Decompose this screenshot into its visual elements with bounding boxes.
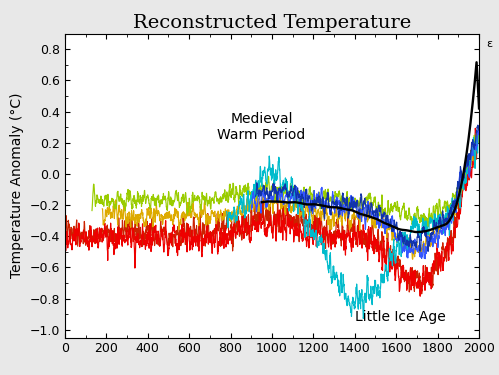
Y-axis label: Temperature Anomaly (°C): Temperature Anomaly (°C) (10, 93, 24, 278)
Text: ε: ε (486, 39, 492, 49)
Text: Little Ice Age: Little Ice Age (355, 310, 446, 324)
Title: Reconstructed Temperature: Reconstructed Temperature (133, 14, 411, 32)
Text: Medieval
Warm Period: Medieval Warm Period (218, 112, 306, 142)
